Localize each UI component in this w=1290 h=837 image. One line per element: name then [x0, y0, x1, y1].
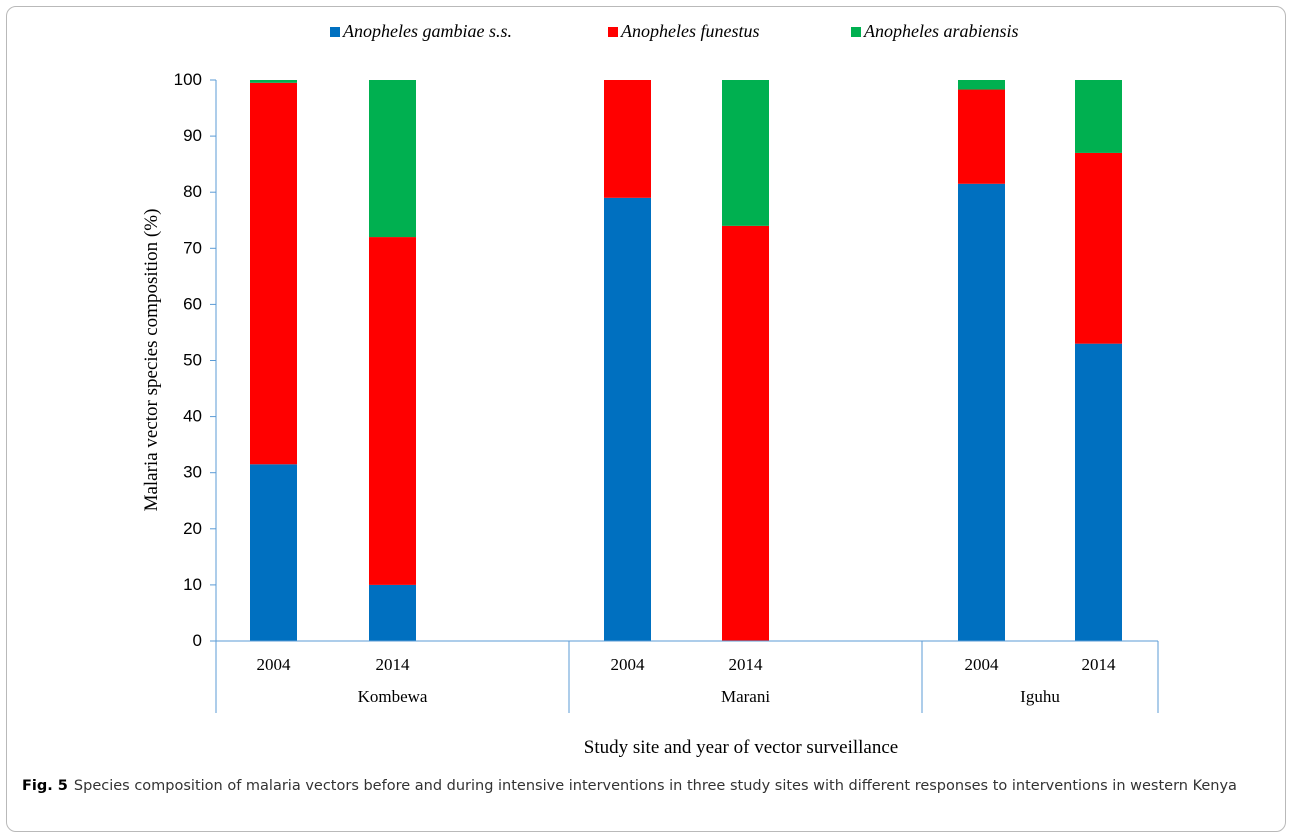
legend: Anopheles gambiae s.s. Anopheles funestus… — [330, 21, 1019, 41]
bar-anopheles-arabiensis-kombewa-2004 — [250, 80, 297, 83]
bar-anopheles-arabiensis-marani-2014 — [722, 80, 769, 226]
y-axis: 0 10 20 30 40 50 60 70 80 90 100 — [174, 70, 217, 650]
y-tick-label: 20 — [183, 519, 202, 538]
x-axis: 2004 2014 2004 2014 2004 2014 Kombewa Marani Igu… — [215, 640, 1159, 713]
y-tick-label: 100 — [174, 70, 202, 89]
y-tick-label: 80 — [183, 182, 202, 201]
legend-label-anopheles-arabiensis: Anopheles arabiensis — [863, 21, 1019, 41]
bar-anopheles-funestus-kombewa-2014 — [369, 237, 416, 585]
y-tick-label: 10 — [183, 575, 202, 594]
x-group-label-iguhu: Iguhu — [1020, 687, 1060, 706]
x-tick-label-year: 2004 — [611, 655, 646, 674]
y-axis-label: Malaria vector species composition (%) — [141, 209, 162, 512]
y-tick-label: 70 — [183, 238, 202, 257]
x-tick-label-year: 2014 — [376, 655, 411, 674]
legend-swatch-anopheles-funestus — [608, 27, 618, 37]
y-tick-label: 60 — [183, 294, 202, 313]
caption-text: Species composition of malaria vectors b… — [73, 778, 1237, 794]
bar-anopheles-gambiae-s-s-kombewa-2014 — [369, 584, 416, 641]
legend-swatch-anopheles-gambiae-s-s — [330, 27, 340, 37]
bar-anopheles-arabiensis-iguhu-2014 — [1075, 80, 1122, 153]
bar-anopheles-funestus-marani-2014 — [722, 225, 769, 642]
x-group-label-kombewa: Kombewa — [358, 687, 428, 706]
bar-anopheles-gambiae-s-s-iguhu-2014 — [1075, 343, 1122, 641]
figure-caption: Fig. 5 Species composition of malaria vec… — [22, 776, 1262, 796]
legend-swatch-anopheles-arabiensis — [851, 27, 861, 37]
legend-label-anopheles-gambiae-s-s: Anopheles gambiae s.s. — [342, 21, 512, 41]
y-tick-label: 0 — [193, 631, 202, 650]
y-tick-label: 30 — [183, 463, 202, 482]
x-tick-label-year: 2004 — [965, 655, 1000, 674]
x-axis-label: Study site and year of vector surveillan… — [584, 737, 898, 758]
x-tick-label-year: 2014 — [1082, 655, 1117, 674]
caption-label: Fig. 5 — [22, 778, 68, 794]
figure-frame — [6, 6, 1286, 832]
bar-anopheles-arabiensis-kombewa-2014 — [369, 80, 416, 238]
y-tick-label: 90 — [183, 126, 202, 145]
bars — [250, 80, 1122, 642]
x-group-label-marani: Marani — [721, 687, 770, 706]
bar-anopheles-arabiensis-iguhu-2004 — [958, 80, 1005, 90]
bar-anopheles-funestus-iguhu-2014 — [1075, 152, 1122, 344]
bar-anopheles-gambiae-s-s-marani-2004 — [604, 197, 651, 641]
legend-label-anopheles-funestus: Anopheles funestus — [620, 21, 759, 41]
bar-anopheles-gambiae-s-s-iguhu-2004 — [958, 183, 1005, 641]
bar-anopheles-funestus-kombewa-2004 — [250, 82, 297, 465]
y-tick-label: 40 — [183, 407, 202, 426]
bar-anopheles-funestus-iguhu-2004 — [958, 89, 1005, 184]
bar-anopheles-funestus-marani-2004 — [604, 80, 651, 198]
x-tick-label-year: 2004 — [257, 655, 292, 674]
x-tick-label-year: 2014 — [729, 655, 764, 674]
bar-anopheles-gambiae-s-s-kombewa-2004 — [250, 464, 297, 641]
y-tick-label: 50 — [183, 351, 202, 370]
